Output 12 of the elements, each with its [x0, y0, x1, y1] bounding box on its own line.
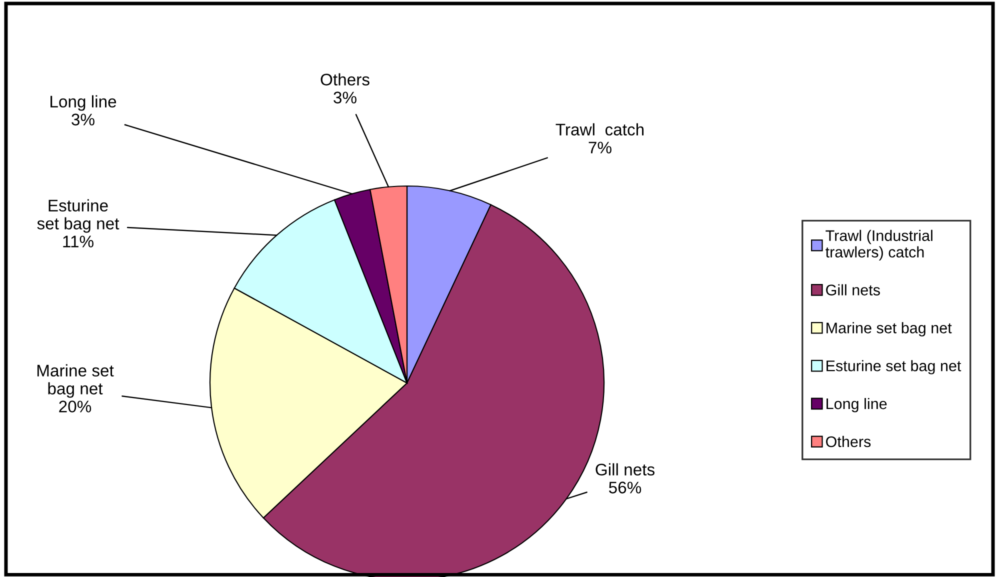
- legend-label: Marine set bag net: [826, 322, 952, 336]
- legend-label: Others: [826, 436, 871, 448]
- legend-label: Trawl (Industrial trawlers) catch: [826, 230, 932, 261]
- data-label: Trawl catch 7%: [556, 123, 644, 154]
- data-label: Esturine set bag net 11%: [37, 199, 120, 248]
- legend-label: Esturine set bag net: [826, 360, 962, 374]
- legend-label: Long line: [826, 398, 887, 412]
- data-label: Marine set bag net 20%: [37, 364, 114, 412]
- data-label: Long line 3%: [50, 95, 116, 126]
- data-label: Others 3%: [320, 73, 370, 104]
- legend-label: Gill nets: [826, 284, 880, 296]
- data-label: Gill nets 56%: [596, 463, 654, 494]
